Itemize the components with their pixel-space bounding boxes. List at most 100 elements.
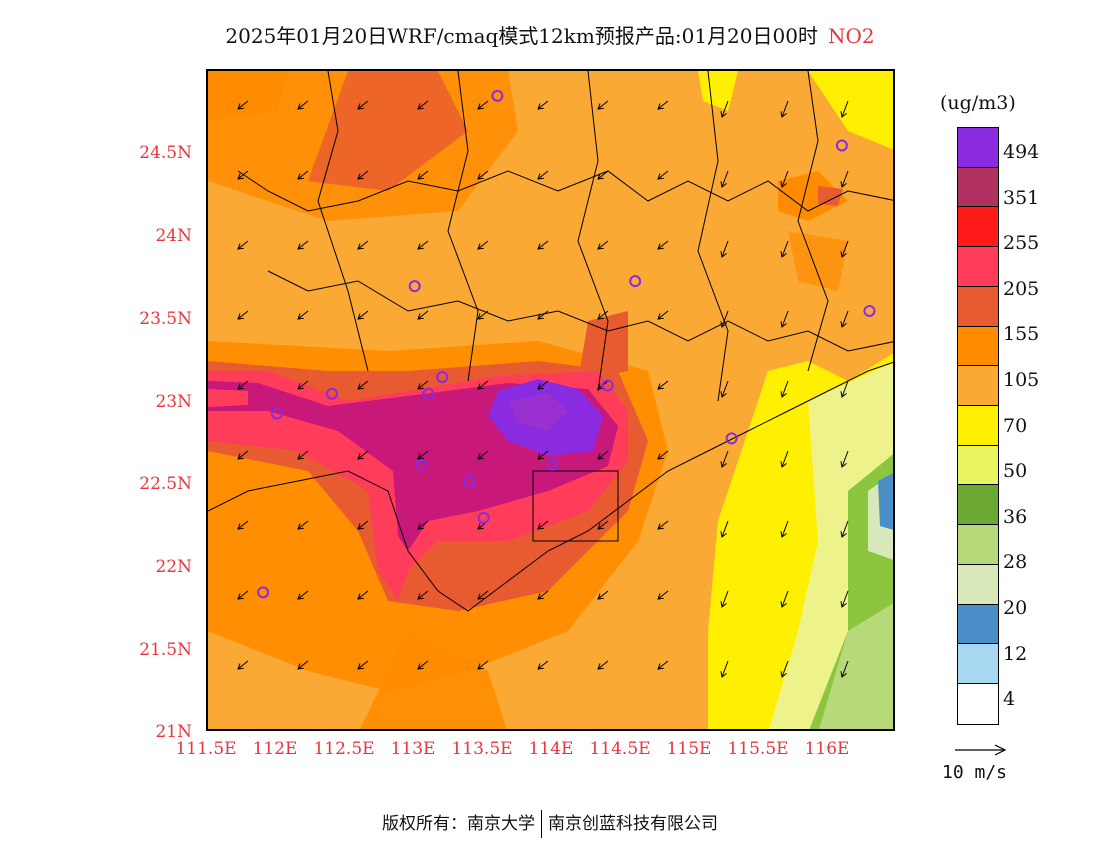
colorbar-cell	[958, 366, 998, 407]
colorbar-cell	[958, 604, 998, 645]
wind-vector-arrow-icon	[237, 310, 249, 320]
colorbar	[957, 127, 999, 725]
wind-vector-arrow-icon	[297, 310, 309, 320]
wind-vector-arrow-icon	[417, 380, 429, 390]
colorbar-label: 36	[1003, 505, 1028, 528]
monitoring-station-marker[interactable]	[326, 387, 339, 400]
wind-vector-arrow-icon	[297, 100, 309, 110]
wind-vector-arrow-icon	[477, 100, 489, 110]
monitoring-station-marker[interactable]	[436, 371, 449, 384]
wind-vector-arrow-icon	[357, 240, 369, 250]
wind-vector-arrow-icon	[237, 450, 249, 460]
colorbar-label: 351	[1003, 186, 1040, 209]
y-tick-label: 22N	[155, 557, 192, 577]
monitoring-station-marker[interactable]	[601, 379, 614, 392]
wind-vector-arrow-icon	[537, 590, 549, 600]
monitoring-station-marker[interactable]	[477, 511, 490, 524]
wind-vector-arrow-icon	[297, 520, 309, 530]
wind-vector-arrow-icon	[477, 660, 489, 670]
monitoring-station-marker[interactable]	[415, 458, 428, 471]
wind-vector-arrow-icon	[297, 380, 309, 390]
y-tick-label: 21N	[155, 722, 192, 742]
wind-vector-arrow-icon	[720, 240, 729, 258]
colorbar-cell	[958, 485, 998, 526]
wind-vector-arrow-icon	[780, 240, 789, 258]
wind-vector-arrow-icon	[237, 100, 249, 110]
wind-vector-arrow-icon	[657, 240, 669, 250]
monitoring-station-marker[interactable]	[463, 475, 476, 488]
wind-vector-arrow-icon	[657, 380, 669, 390]
copyright-footer: 版权所有：南京大学 南京创蓝科技有限公司	[0, 809, 1100, 838]
x-tick-label: 115E	[666, 739, 712, 759]
wind-vector-arrow-icon	[840, 310, 849, 328]
chart-title: 2025年01月20日WRF/cmaq模式12km预报产品:01月20日00时 N…	[0, 20, 1100, 49]
map-panel[interactable]	[206, 69, 895, 731]
wind-vector-arrow-icon	[840, 590, 849, 608]
wind-vector-arrow-icon	[537, 520, 549, 530]
wind-vector-arrow-icon	[720, 100, 729, 118]
monitoring-station-marker[interactable]	[270, 407, 283, 420]
colorbar-label: 494	[1003, 141, 1040, 163]
colorbar-cell	[958, 167, 998, 208]
wind-vector-arrow-icon	[657, 170, 669, 180]
monitoring-station-marker[interactable]	[835, 139, 848, 152]
monitoring-station-marker[interactable]	[512, 387, 525, 400]
colorbar-label: 12	[1003, 642, 1028, 665]
wind-vector-arrow-icon	[297, 450, 309, 460]
y-tick-label: 23N	[155, 392, 192, 412]
y-tick-label: 24.5N	[139, 143, 192, 163]
wind-vector-arrow-icon	[720, 590, 729, 608]
wind-vector-arrow-icon	[537, 310, 549, 320]
y-tick-label: 24N	[155, 226, 192, 246]
colorbar-cell	[958, 644, 998, 685]
wind-vector-arrow-icon	[597, 100, 609, 110]
wind-vector-arrow-icon	[477, 450, 489, 460]
footer-separator	[541, 810, 542, 838]
monitoring-station-marker[interactable]	[257, 586, 270, 599]
monitoring-station-marker[interactable]	[863, 304, 876, 317]
wind-vector-arrow-icon	[840, 380, 849, 398]
wind-vector-arrow-icon	[780, 450, 789, 468]
x-tick-label: 115.5E	[727, 739, 789, 759]
monitoring-station-marker[interactable]	[491, 89, 504, 102]
x-tick-label: 112.5E	[313, 739, 375, 759]
wind-vector-arrow-icon	[840, 240, 849, 258]
wind-vector-arrow-icon	[237, 170, 249, 180]
colorbar-label: 50	[1003, 460, 1028, 483]
monitoring-station-marker[interactable]	[725, 432, 738, 445]
wind-vector-arrow-icon	[657, 450, 669, 460]
wind-vector-arrow-icon	[357, 310, 369, 320]
wind-vector-arrow-icon	[357, 450, 369, 460]
wind-vector-arrow-icon	[597, 240, 609, 250]
wind-vector-arrow-icon	[417, 590, 429, 600]
monitoring-station-marker[interactable]	[422, 387, 435, 400]
monitoring-station-marker[interactable]	[546, 458, 559, 471]
x-tick-label: 113E	[390, 739, 436, 759]
wind-vector-arrow-icon	[477, 380, 489, 390]
wind-vector-arrow-icon	[537, 450, 549, 460]
wind-vector-arrow-icon	[720, 380, 729, 398]
wind-vector-arrow-icon	[417, 100, 429, 110]
wind-vector-arrow-icon	[720, 450, 729, 468]
wind-vector-arrow-icon	[597, 450, 609, 460]
colorbar-label: 20	[1003, 597, 1028, 619]
wind-vector-arrow-icon	[477, 590, 489, 600]
wind-vector-arrow-icon	[597, 310, 609, 320]
wind-vector-arrow-icon	[597, 520, 609, 530]
wind-vector-arrow-icon	[477, 310, 489, 320]
wind-vector-arrow-icon	[357, 660, 369, 670]
colorbar-label: 4	[1003, 688, 1016, 711]
wind-vector-arrow-icon	[840, 170, 849, 188]
monitoring-station-marker[interactable]	[408, 280, 421, 293]
reference-vector-label: 10 m/s	[942, 762, 1008, 783]
x-tick-label: 114E	[528, 739, 574, 759]
colorbar-cell	[958, 445, 998, 486]
colorbar-label: 70	[1003, 414, 1028, 437]
colorbar-label: 155	[1003, 323, 1040, 346]
wind-vector-arrow-icon	[537, 660, 549, 670]
wind-vector-arrow-icon	[780, 660, 789, 678]
wind-vector-arrow-icon	[417, 520, 429, 530]
monitoring-station-marker[interactable]	[629, 275, 642, 288]
wind-vector-arrow-icon	[297, 590, 309, 600]
wind-vector-arrow-icon	[720, 520, 729, 538]
